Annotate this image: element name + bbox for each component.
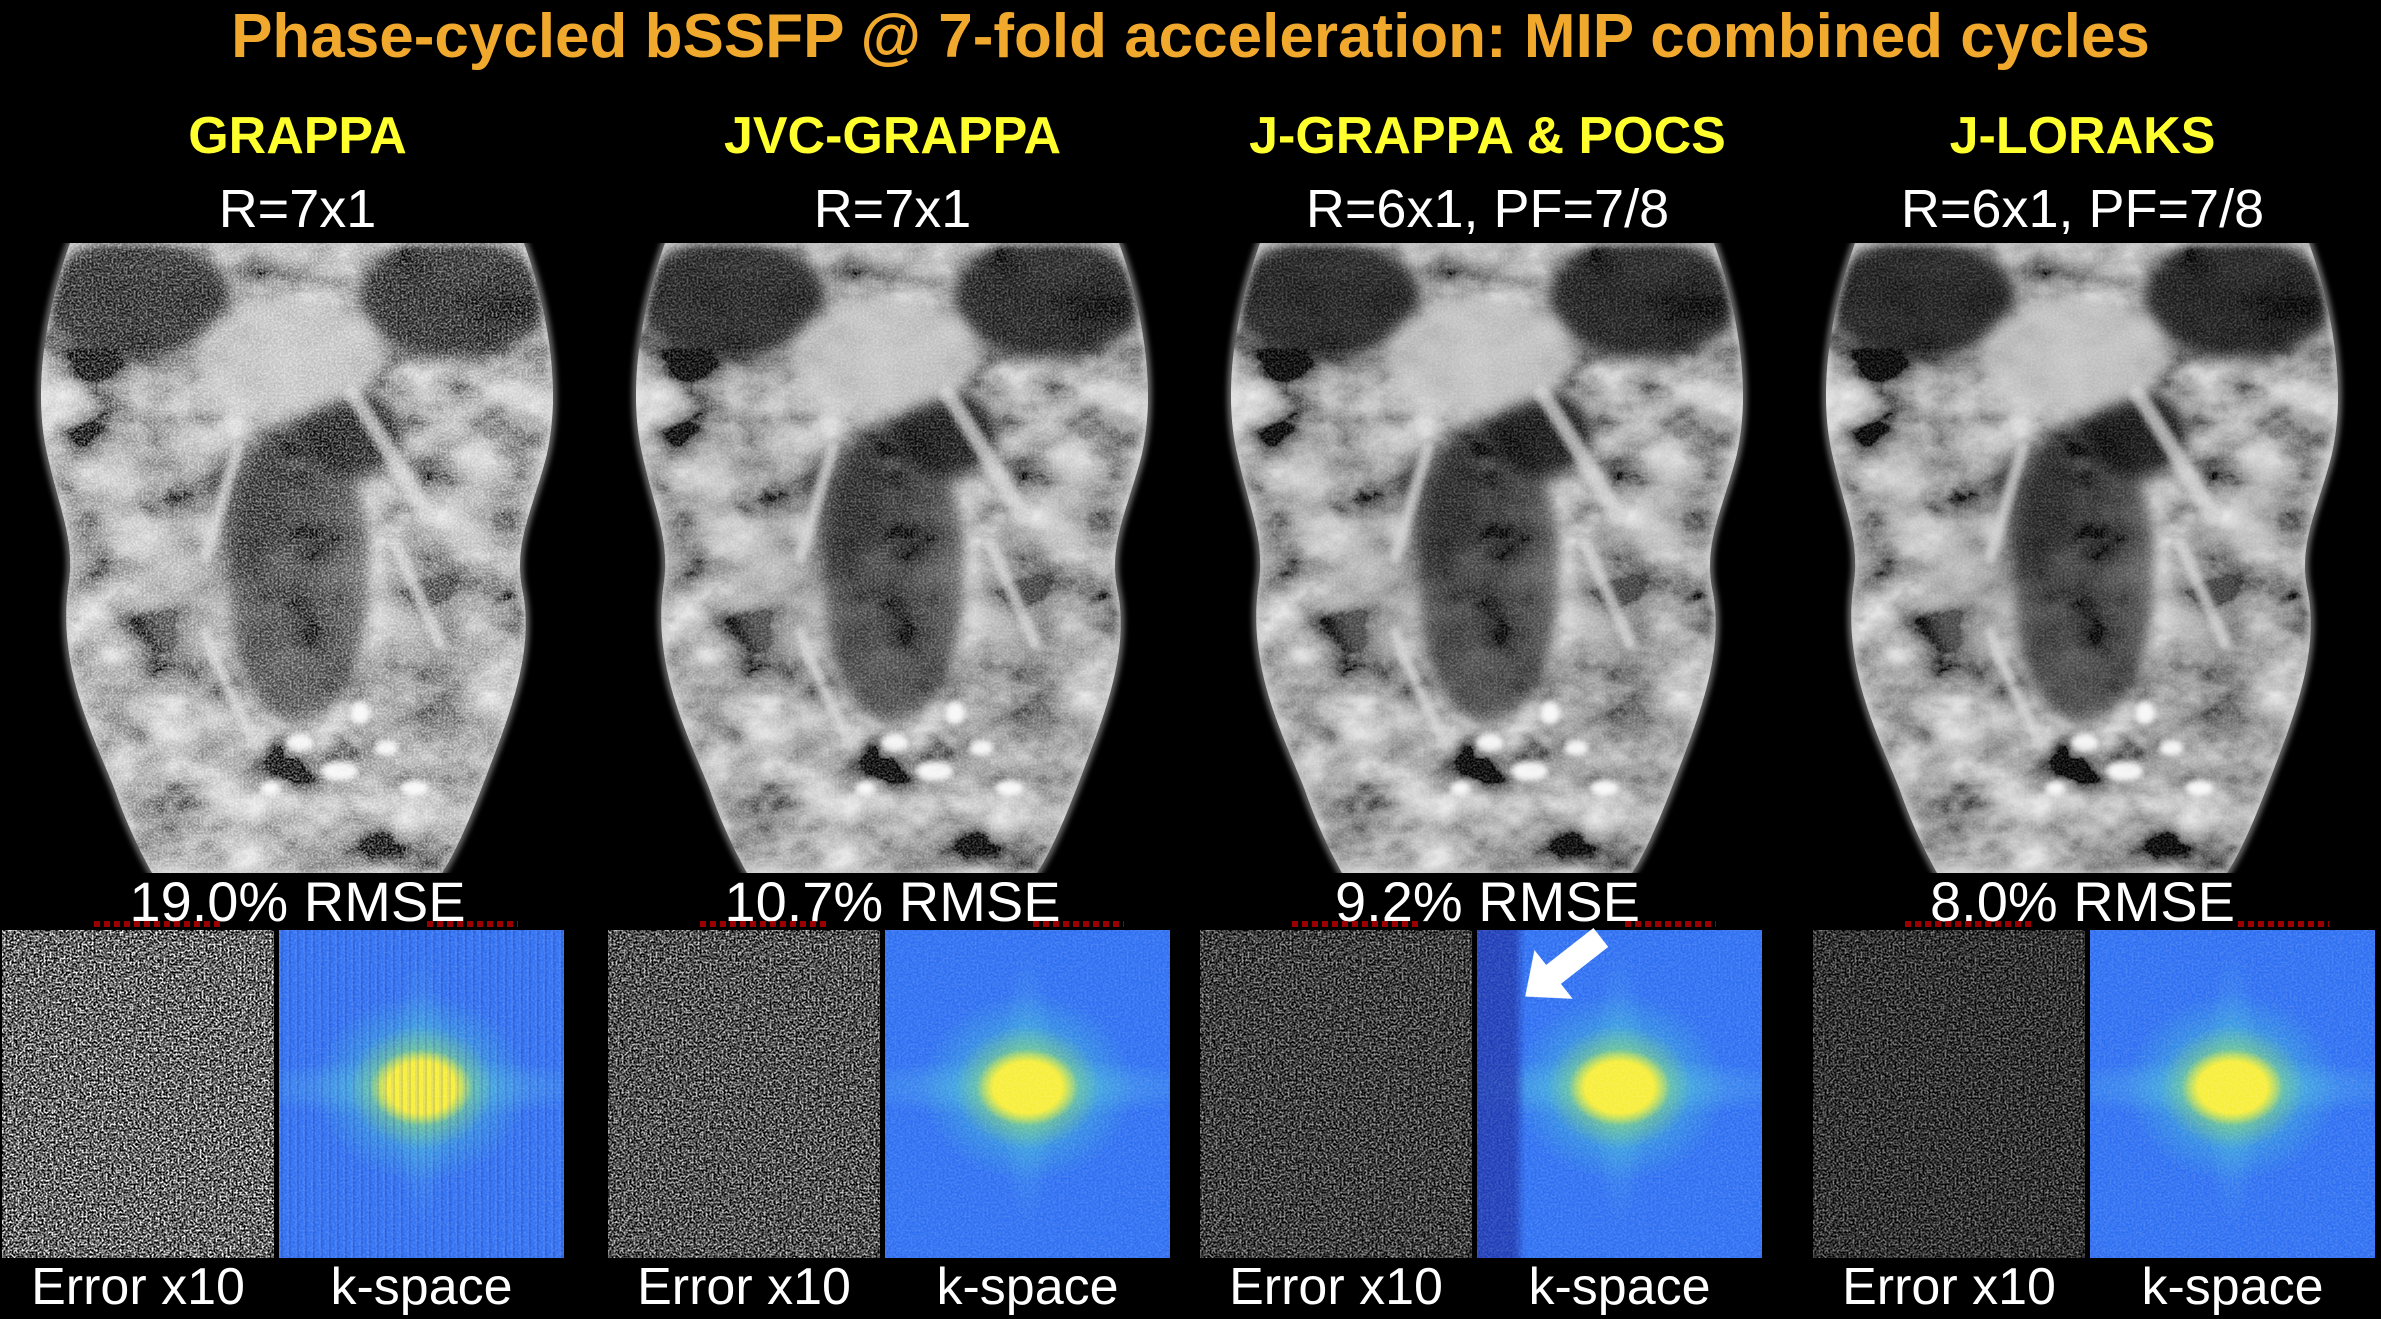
rmse-value: 9.2% RMSE <box>1335 870 1640 933</box>
figure-title: Phase-cycled bSSFP @ 7-fold acceleration… <box>231 2 2150 71</box>
error-map-image <box>2 921 274 1258</box>
red-artifact-mark <box>1033 921 1125 927</box>
rmse-value: 10.7% RMSE <box>724 870 1061 933</box>
error-map-image <box>1200 921 1472 1258</box>
error-map-image <box>1813 921 2085 1258</box>
red-artifact-mark <box>94 921 220 927</box>
error-map-label: Error x10 <box>1842 1258 2056 1316</box>
acceleration-params: R=7x1 <box>813 179 972 239</box>
error-map-image <box>608 921 880 1258</box>
red-artifact-mark <box>700 921 826 927</box>
red-artifact-mark <box>1292 921 1418 927</box>
mip-reconstruction-image <box>1190 243 1785 873</box>
kspace-label: k-space <box>330 1258 513 1316</box>
error-kspace-pair <box>1785 921 2380 1258</box>
acceleration-params: R=6x1, PF=7/8 <box>1305 179 1670 239</box>
red-artifact-mark <box>1625 921 1717 927</box>
column-j-grappa-pocs: J-GRAPPA & POCS R=6x1, PF=7/8 <box>1190 69 1785 1314</box>
mip-reconstruction-image <box>1785 243 2380 873</box>
column-grappa: GRAPPA R=7x1 <box>0 69 595 1314</box>
rmse-value: 19.0% RMSE <box>129 870 466 933</box>
highlight-arrow-icon <box>1506 913 1620 1021</box>
method-name: JVC-GRAPPA <box>723 107 1062 165</box>
error-map-label: Error x10 <box>637 1258 851 1316</box>
method-name: J-GRAPPA & POCS <box>1249 107 1726 165</box>
method-comparison-grid: GRAPPA R=7x1 <box>0 69 2380 1314</box>
method-name: GRAPPA <box>188 107 407 165</box>
method-name: J-LORAKS <box>1949 107 2216 165</box>
acceleration-params: R=6x1, PF=7/8 <box>1900 179 2265 239</box>
rmse-value: 8.0% RMSE <box>1930 870 2235 933</box>
kspace-label: k-space <box>2141 1258 2324 1316</box>
error-kspace-pair <box>595 921 1190 1258</box>
kspace-image <box>885 921 1170 1258</box>
mip-reconstruction-image <box>0 243 595 873</box>
error-kspace-pair <box>1190 921 1785 1258</box>
error-map-label: Error x10 <box>31 1258 245 1316</box>
red-artifact-mark <box>1905 921 2031 927</box>
column-jvc-grappa: JVC-GRAPPA R=7x1 <box>595 69 1190 1314</box>
mip-reconstruction-image <box>595 243 1190 873</box>
kspace-image <box>1477 921 1762 1258</box>
red-artifact-mark <box>2238 921 2330 927</box>
error-kspace-pair <box>0 921 595 1258</box>
kspace-image <box>2090 921 2375 1258</box>
red-artifact-mark <box>427 921 519 927</box>
kspace-label: k-space <box>1528 1258 1711 1316</box>
kspace-image <box>279 921 564 1258</box>
column-j-loraks: J-LORAKS R=6x1, PF=7/8 <box>1785 69 2380 1314</box>
kspace-label: k-space <box>936 1258 1119 1316</box>
acceleration-params: R=7x1 <box>218 179 377 239</box>
error-map-label: Error x10 <box>1229 1258 1443 1316</box>
